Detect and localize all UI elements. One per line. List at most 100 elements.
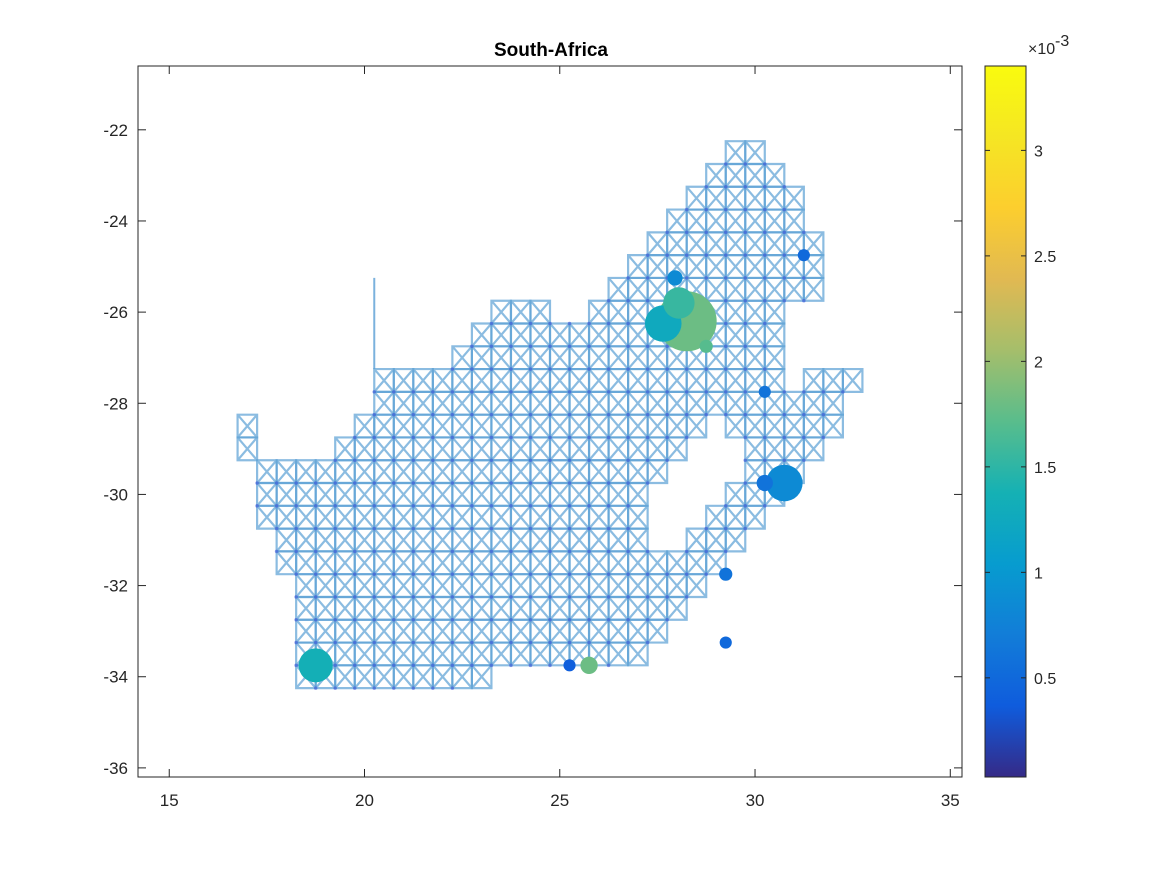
network-cell xyxy=(373,413,395,439)
network-node xyxy=(431,663,435,668)
network-cell xyxy=(451,595,473,621)
network-cell xyxy=(470,573,493,599)
network-node xyxy=(665,458,669,463)
y-tick-label: -24 xyxy=(103,212,128,231)
network-cell xyxy=(470,618,493,644)
network-node xyxy=(626,276,630,280)
network-node xyxy=(743,230,748,235)
network-cell xyxy=(763,231,786,257)
network-cell xyxy=(490,459,513,485)
network-node xyxy=(704,549,709,554)
network-node xyxy=(743,504,748,508)
network-cell xyxy=(744,436,766,462)
network-cell xyxy=(802,276,825,302)
network-node xyxy=(333,504,338,508)
network-cell xyxy=(705,162,727,188)
network-cell xyxy=(509,299,532,325)
y-tick-label: -36 xyxy=(103,759,128,778)
network-node xyxy=(723,504,728,508)
network-node xyxy=(509,367,513,371)
network-node xyxy=(802,230,806,235)
network-node xyxy=(313,572,318,576)
network-cell xyxy=(490,504,513,530)
network-cell xyxy=(295,550,317,576)
network-cell xyxy=(392,618,415,644)
network-cell xyxy=(724,299,747,325)
network-node xyxy=(723,162,728,166)
network-cell xyxy=(334,436,356,462)
network-node xyxy=(372,390,377,394)
network-cell xyxy=(470,322,493,348)
network-cell xyxy=(685,413,708,439)
network-node xyxy=(723,276,728,280)
network-node xyxy=(723,321,728,326)
network-cell xyxy=(568,481,591,507)
network-node xyxy=(391,572,396,576)
network-node xyxy=(606,526,611,531)
network-cell xyxy=(548,573,571,599)
network-cell xyxy=(412,641,434,667)
network-cell xyxy=(431,413,454,439)
network-node xyxy=(450,549,455,554)
network-cell xyxy=(587,527,610,553)
network-node xyxy=(587,504,591,508)
network-node xyxy=(391,435,396,440)
network-node xyxy=(489,412,494,417)
network-cell xyxy=(412,367,434,393)
network-cell xyxy=(646,550,669,576)
network-node xyxy=(606,412,611,417)
network-node xyxy=(352,526,357,531)
network-cell xyxy=(470,527,493,553)
network-node xyxy=(802,276,806,280)
x-tick-label: 15 xyxy=(160,791,179,810)
network-node xyxy=(567,526,572,531)
network-cell xyxy=(509,550,532,576)
network-node xyxy=(470,344,474,349)
network-cell xyxy=(392,413,415,439)
network-node xyxy=(411,526,416,531)
network-cell xyxy=(822,413,844,439)
network-cell xyxy=(802,413,825,439)
network-cell xyxy=(802,390,825,416)
network-cell xyxy=(568,527,591,553)
network-node xyxy=(333,663,338,668)
network-node xyxy=(294,617,298,622)
network-node xyxy=(450,435,455,440)
network-node xyxy=(528,458,533,463)
network-cell xyxy=(666,390,688,416)
network-node xyxy=(352,458,357,463)
network-cell xyxy=(529,573,552,599)
network-node xyxy=(782,458,787,463)
network-node xyxy=(704,390,709,394)
network-cell xyxy=(490,481,513,507)
network-node xyxy=(665,390,669,394)
network-node xyxy=(567,412,572,417)
network-cell xyxy=(627,276,649,302)
network-cell xyxy=(236,413,259,439)
y-tick-label: -32 xyxy=(103,577,128,596)
network-node xyxy=(528,344,533,349)
network-cell xyxy=(666,550,688,576)
network-cell xyxy=(607,550,630,576)
network-cell xyxy=(334,641,356,667)
y-tick-label: -22 xyxy=(103,121,128,140)
network-cell xyxy=(548,481,571,507)
network-node xyxy=(333,481,338,485)
network-node xyxy=(372,572,377,576)
network-node xyxy=(821,390,826,394)
network-cell xyxy=(353,436,376,462)
network-node xyxy=(255,481,259,485)
network-cell xyxy=(705,231,727,257)
network-node xyxy=(313,481,318,485)
network-node xyxy=(313,526,318,531)
network-node xyxy=(665,572,669,576)
network-cell xyxy=(295,459,317,485)
network-node xyxy=(352,640,357,645)
network-cell xyxy=(548,459,571,485)
network-node xyxy=(743,367,748,371)
network-cell xyxy=(529,390,552,416)
network-cell xyxy=(705,208,727,234)
network-cell xyxy=(295,527,317,553)
network-node xyxy=(782,276,787,280)
network-cell xyxy=(627,550,649,576)
